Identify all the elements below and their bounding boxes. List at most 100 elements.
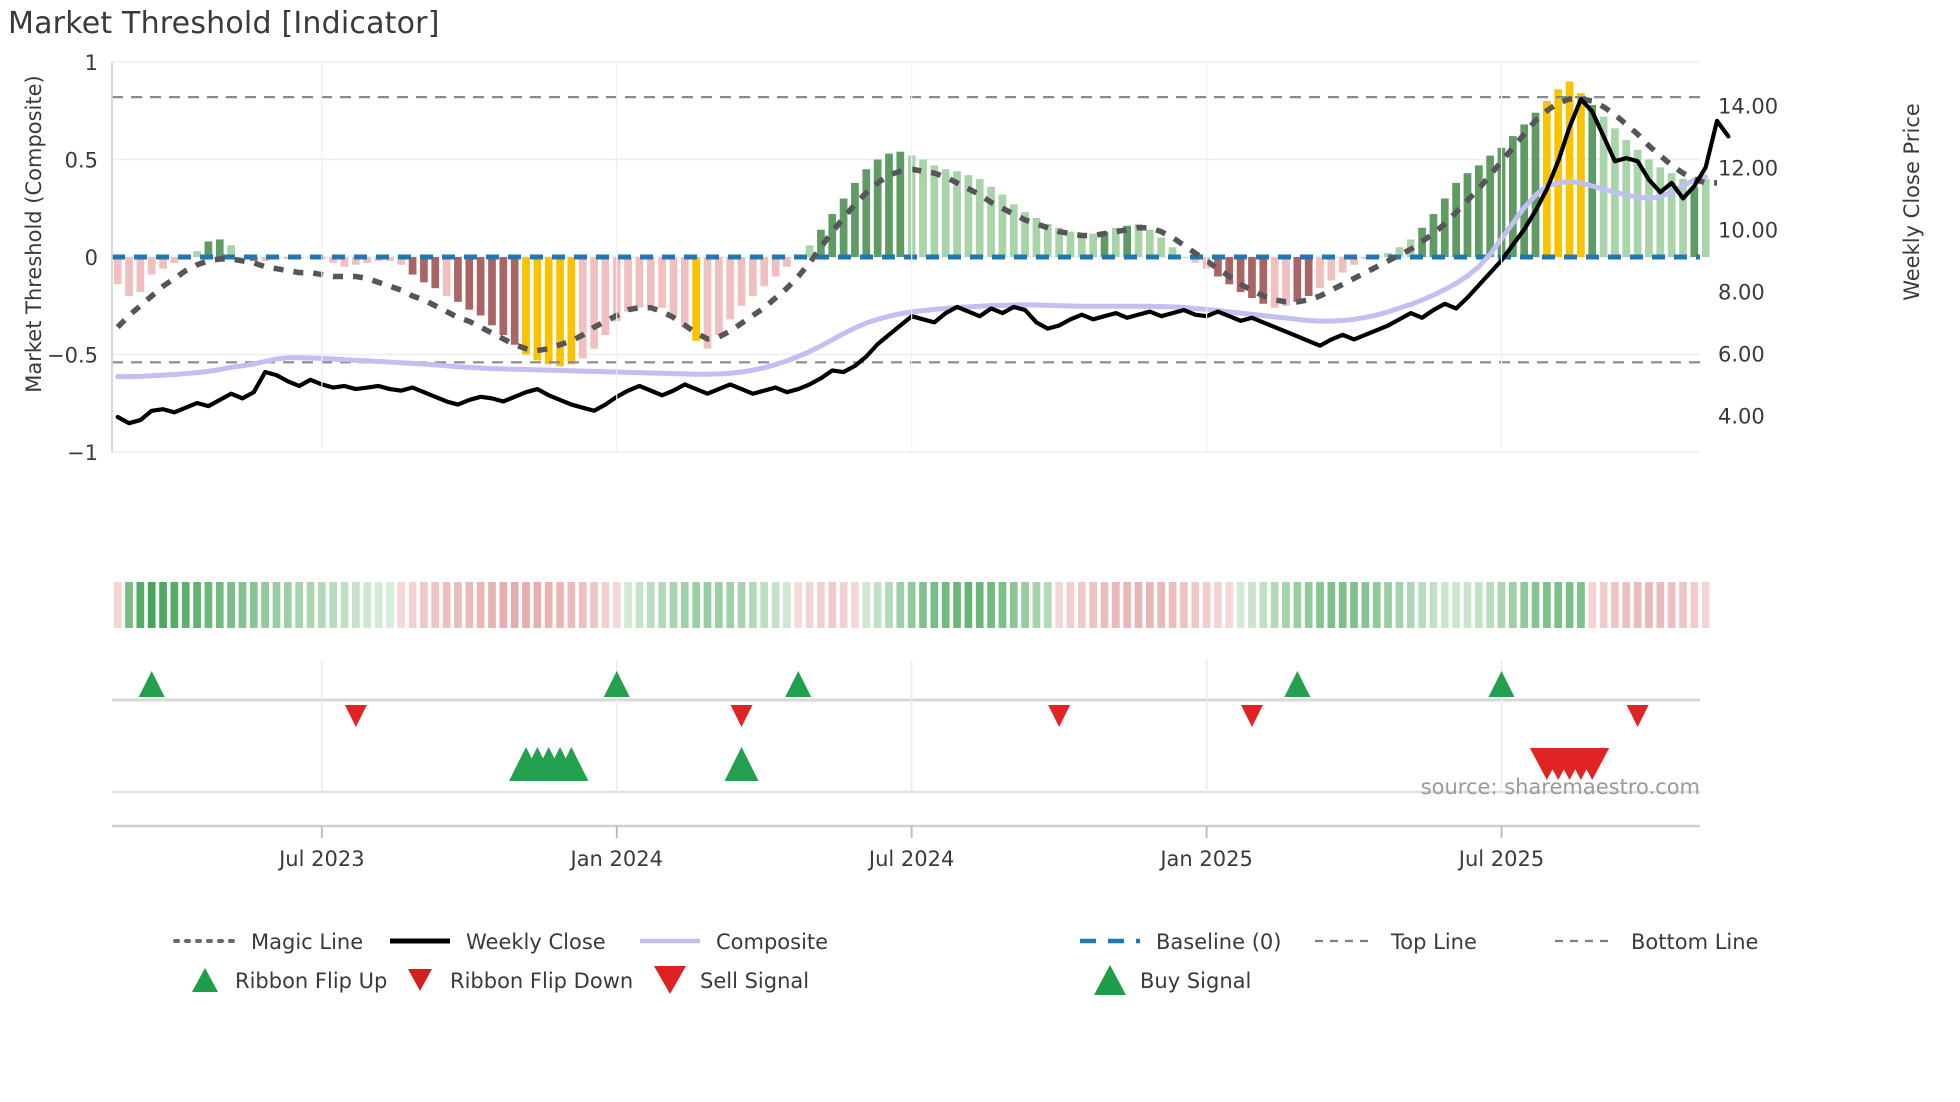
histogram-bar [1134, 223, 1143, 257]
histogram-bar [896, 151, 905, 257]
histogram-bar [522, 257, 530, 355]
ribbon-flip-down-marker [1048, 705, 1071, 727]
histogram-bar [1123, 225, 1132, 257]
signal-axes [112, 698, 1700, 828]
ribbon-cell [1066, 582, 1075, 628]
histogram-bar [919, 159, 927, 257]
y-tick-label-left: −0.5 [47, 344, 98, 368]
histogram-bar [431, 257, 440, 289]
ribbon-cell [737, 582, 746, 628]
ribbon-cell [1440, 582, 1449, 628]
histogram-bar [397, 257, 406, 265]
triangle-up-icon [1094, 965, 1126, 995]
legend-item[interactable]: Weekly Close [390, 930, 606, 954]
ribbon-cell [783, 582, 791, 628]
ribbon-cell [692, 582, 701, 628]
histogram-bar [510, 257, 519, 345]
ribbon-cell [1009, 582, 1018, 628]
histogram-bar [680, 257, 689, 328]
ribbon-cell [1350, 582, 1358, 628]
ribbon-cell [919, 582, 927, 628]
ribbon-cell [1146, 582, 1154, 628]
ribbon-cell [204, 582, 213, 628]
ribbon-cell [544, 582, 553, 628]
legend-item[interactable]: Bottom Line [1555, 930, 1758, 954]
histogram-bar [1645, 159, 1653, 257]
ribbon-cell [1452, 582, 1460, 628]
ribbon-cell [476, 582, 485, 628]
ribbon-cell [340, 582, 349, 628]
ribbon-cell [1293, 582, 1302, 628]
ribbon-cell [374, 582, 383, 628]
ribbon-cell [1123, 582, 1132, 628]
histogram-bar [386, 257, 394, 261]
ribbon-cell [215, 582, 224, 628]
histogram-bar [1440, 198, 1449, 257]
ribbon-cell [805, 582, 814, 628]
histogram-bar [1236, 257, 1245, 293]
legend-label: Magic Line [251, 930, 363, 954]
histogram-bar [1486, 155, 1495, 257]
ribbon-cell [612, 582, 621, 628]
ribbon-flip-down-marker [1626, 705, 1649, 727]
buy-signal-markers [509, 747, 759, 781]
histogram-bar [442, 257, 451, 296]
histogram-bar [1463, 173, 1472, 257]
ribbon-flip-up-marker [603, 671, 630, 697]
legend-item[interactable]: Ribbon Flip Down [408, 969, 633, 993]
ribbon-cell [249, 582, 258, 628]
legend-item[interactable]: Top Line [1315, 930, 1477, 954]
histogram-bar [1066, 231, 1075, 257]
ribbon-cell [227, 582, 235, 628]
histogram-bar [1452, 182, 1460, 257]
ribbon-cell [499, 582, 508, 628]
legend-item[interactable]: Magic Line [173, 930, 363, 954]
ribbon-cell [1180, 582, 1188, 628]
legend-item[interactable]: Baseline (0) [1080, 930, 1281, 954]
legend-item[interactable]: Sell Signal [654, 966, 809, 994]
histogram-bar [1146, 229, 1154, 257]
source-label: source: sharemaestro.com [1421, 775, 1700, 799]
ribbon-flip-up-marker [138, 671, 165, 697]
ribbon-cell [1338, 582, 1347, 628]
ribbon-cell [1259, 582, 1268, 628]
ribbon-cell [658, 582, 666, 628]
ribbon-cell [238, 582, 247, 628]
histogram-bar [556, 257, 564, 367]
ribbon-cell [431, 582, 440, 628]
ribbon-cell [817, 582, 825, 628]
y-tick-label-right: 6.00 [1718, 342, 1765, 366]
histogram-bar [352, 257, 360, 265]
triangle-down-icon [654, 966, 686, 994]
ribbon-cell [941, 582, 950, 628]
histogram-bar [1679, 179, 1687, 257]
legend-label: Ribbon Flip Down [450, 969, 633, 993]
histogram-bar [1077, 233, 1086, 257]
histogram-bar [408, 257, 417, 275]
histogram-bar [1157, 237, 1166, 257]
legend-item[interactable]: Buy Signal [1094, 965, 1251, 995]
histogram-bar [658, 257, 666, 308]
ribbon-cell [193, 582, 201, 628]
ribbon-cell [1316, 582, 1324, 628]
histogram-bar [1248, 257, 1256, 298]
ribbon-cell [851, 582, 859, 628]
histogram-bar [1531, 112, 1540, 257]
histogram-bar [147, 257, 156, 275]
ribbon-cell [1599, 582, 1608, 628]
histogram-bar [1622, 140, 1631, 257]
ribbon-cell [953, 582, 961, 628]
ribbon-cell [113, 582, 122, 628]
histogram-bar [783, 257, 791, 267]
legend-item[interactable]: Ribbon Flip Up [192, 968, 387, 993]
legend-item[interactable]: Composite [640, 930, 828, 954]
ribbon-cell [1508, 582, 1517, 628]
ribbon-cell [522, 582, 530, 628]
histogram-bar [1032, 218, 1041, 257]
ribbon-cell [306, 582, 315, 628]
ribbon-cell [975, 582, 984, 628]
ribbon-cell [125, 582, 133, 628]
ribbon-cell [159, 582, 167, 628]
histogram-bar [726, 257, 735, 320]
